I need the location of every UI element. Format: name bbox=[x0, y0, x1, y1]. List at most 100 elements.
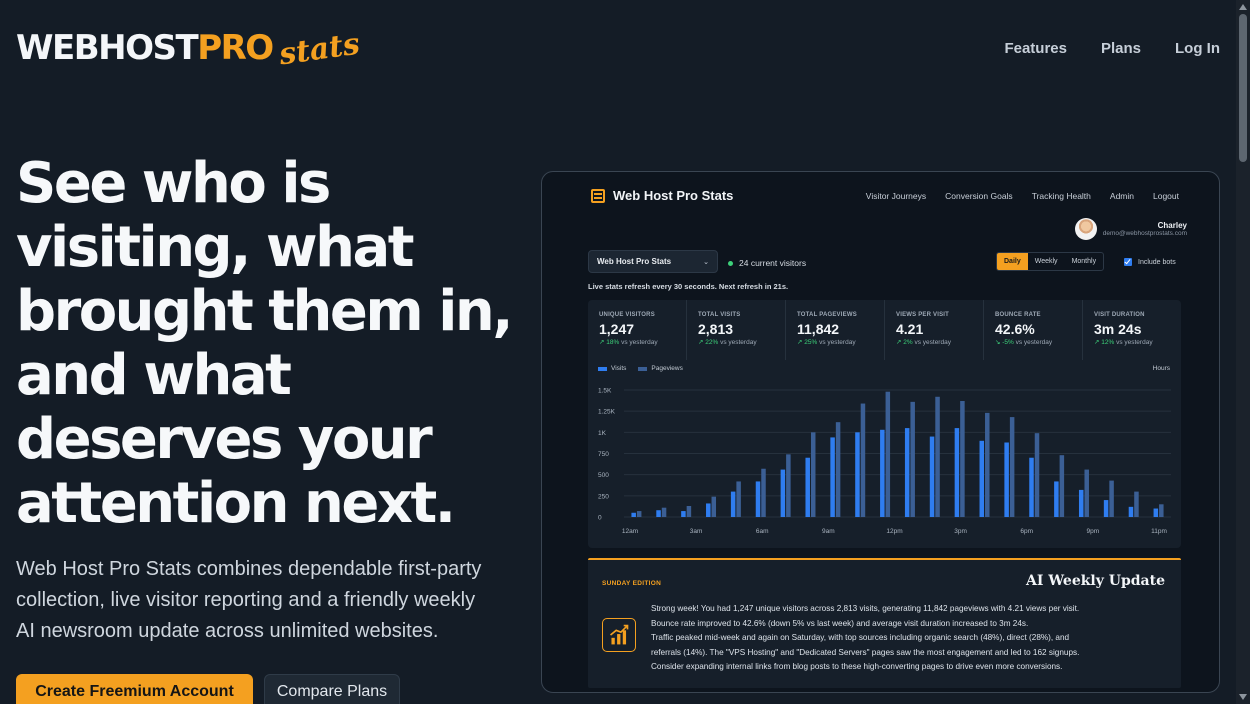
stat-label: UNIQUE VISITORS bbox=[599, 312, 655, 318]
site-select-value: Web Host Pro Stats bbox=[597, 257, 672, 266]
visits-bar bbox=[954, 428, 960, 517]
pageviews-bar bbox=[1109, 480, 1114, 517]
stat-value: 11,842 bbox=[797, 321, 840, 337]
dashboard-brand-name: Web Host Pro Stats bbox=[613, 188, 734, 203]
pageviews-bar bbox=[786, 454, 791, 517]
ai-weekly-update: SUNDAY EDITION AI Weekly Update Strong w… bbox=[588, 558, 1181, 688]
x-tick-label: 6am bbox=[756, 528, 769, 535]
user-profile[interactable]: Charley demo@webhostprostats.com bbox=[1074, 218, 1187, 240]
chart-legend: Visits Pageviews bbox=[598, 365, 683, 372]
stat-label: TOTAL PAGEVIEWS bbox=[797, 312, 857, 318]
refresh-note: Live stats refresh every 30 seconds. Nex… bbox=[588, 282, 789, 291]
pageviews-bar bbox=[1009, 417, 1015, 517]
stat-label: VISIT DURATION bbox=[1094, 312, 1145, 318]
pageviews-bar bbox=[835, 422, 841, 517]
site-select[interactable]: Web Host Pro Stats ⌄ bbox=[588, 250, 718, 273]
pageviews-bar bbox=[1134, 491, 1139, 517]
stat-label: TOTAL VISITS bbox=[698, 312, 741, 318]
pageviews-bar bbox=[960, 401, 965, 517]
stat-delta: ↗ 25% vs yesterday bbox=[797, 338, 874, 346]
ai-update-line: Traffic peaked mid-week and again on Sat… bbox=[651, 633, 1070, 643]
visits-bar bbox=[656, 510, 661, 517]
y-tick-label: 500 bbox=[598, 472, 609, 479]
chevron-down-icon: ⌄ bbox=[703, 258, 709, 266]
top-nav: Features Plans Log In bbox=[1004, 40, 1220, 57]
live-dot-icon bbox=[728, 260, 733, 266]
hero-subtitle: Web Host Pro Stats combines dependable f… bbox=[16, 558, 482, 642]
visits-bar bbox=[681, 511, 686, 517]
visits-bar bbox=[1054, 481, 1059, 517]
visits-bar bbox=[1029, 457, 1034, 517]
y-tick-label: 1K bbox=[598, 430, 607, 437]
dashboard-nav-logout[interactable]: Logout bbox=[1153, 191, 1179, 201]
dashboard-nav-conversion-goals[interactable]: Conversion Goals bbox=[945, 191, 1013, 201]
stat-delta-value: ↗ 25% bbox=[797, 339, 818, 346]
dashboard-preview: Web Host Pro Stats Visitor Journeys Conv… bbox=[541, 171, 1220, 693]
visits-bar bbox=[929, 436, 935, 517]
scroll-up-arrow-icon[interactable] bbox=[1239, 4, 1247, 10]
nav-link-login[interactable]: Log In bbox=[1175, 40, 1220, 57]
dashboard-nav-admin[interactable]: Admin bbox=[1109, 191, 1134, 201]
nav-link-features[interactable]: Features bbox=[1004, 40, 1067, 57]
hero-title: See who is visiting, what brought them i… bbox=[16, 151, 514, 536]
include-bots-label: Include bots bbox=[1138, 258, 1176, 266]
period-monthly[interactable]: Monthly bbox=[1071, 258, 1097, 265]
stat-label: VIEWS PER VISIT bbox=[896, 312, 950, 318]
period-weekly[interactable]: Weekly bbox=[1034, 258, 1058, 265]
pageviews-bar bbox=[1084, 469, 1089, 517]
pageviews-bar bbox=[1034, 433, 1040, 517]
stat-delta: ↗ 2% vs yesterday bbox=[896, 338, 973, 346]
stat-delta-value: ↗ 22% bbox=[698, 339, 719, 346]
visits-bar bbox=[631, 512, 636, 517]
compare-plans-button[interactable]: Compare Plans bbox=[264, 674, 400, 704]
stat-delta: ↘ -5% vs yesterday bbox=[995, 338, 1072, 346]
x-tick-label: 3am bbox=[690, 528, 703, 535]
stat-value: 1,247 bbox=[599, 321, 635, 337]
visits-bar bbox=[780, 469, 786, 517]
server-icon bbox=[591, 188, 605, 203]
stat-card: VISIT DURATION 3m 24s ↗ 12% vs yesterday bbox=[1083, 300, 1181, 360]
visits-bar bbox=[1103, 500, 1109, 517]
stat-value: 3m 24s bbox=[1094, 321, 1142, 337]
stat-delta-suffix: vs yesterday bbox=[621, 339, 658, 346]
ai-update-line: referrals (14%). The "VPS Hosting" and "… bbox=[651, 647, 1080, 657]
period-daily[interactable]: Daily bbox=[997, 253, 1028, 270]
stat-value: 4.21 bbox=[896, 321, 924, 337]
ai-update-title: AI Weekly Update bbox=[1026, 573, 1165, 589]
logo[interactable]: WEBHOST PRO stats bbox=[16, 27, 362, 73]
y-tick-label: 1.5K bbox=[598, 388, 612, 395]
pageviews-bar bbox=[736, 481, 741, 517]
stat-delta: ↗ 22% vs yesterday bbox=[698, 338, 775, 346]
dashboard-nav-visitor-journeys[interactable]: Visitor Journeys bbox=[865, 191, 927, 201]
stat-delta-value: ↗ 18% bbox=[599, 339, 620, 346]
visits-bar bbox=[904, 428, 910, 517]
stat-delta-suffix: vs yesterday bbox=[1116, 339, 1153, 346]
legend-pageviews[interactable]: Pageviews bbox=[638, 365, 683, 372]
page-scrollbar[interactable] bbox=[1236, 0, 1250, 704]
pageviews-bar bbox=[711, 496, 717, 517]
scrollbar-thumb[interactable] bbox=[1239, 14, 1247, 162]
create-account-button[interactable]: Create Freemium Account bbox=[16, 674, 253, 704]
visits-bar bbox=[1004, 442, 1009, 517]
dashboard-nav-tracking-health[interactable]: Tracking Health bbox=[1031, 191, 1091, 201]
include-bots-checkbox[interactable] bbox=[1124, 258, 1132, 266]
chart-granularity: Hours bbox=[1152, 365, 1170, 372]
visits-bar bbox=[1078, 489, 1084, 517]
bar-chart-icon bbox=[602, 618, 636, 652]
x-tick-label: 12pm bbox=[886, 528, 902, 535]
x-tick-label: 11pm bbox=[1151, 528, 1167, 535]
pageviews-bar bbox=[1159, 504, 1164, 517]
y-tick-label: 250 bbox=[598, 493, 609, 500]
ai-update-line: Bounce rate improved to 42.6% (down 5% v… bbox=[651, 618, 1029, 628]
visits-bar bbox=[805, 457, 810, 517]
stat-card: BOUNCE RATE 42.6% ↘ -5% vs yesterday bbox=[984, 300, 1083, 360]
logo-text-webhost: WEBHOST bbox=[16, 28, 199, 68]
ai-edition-label: SUNDAY EDITION bbox=[602, 580, 662, 587]
scroll-down-arrow-icon[interactable] bbox=[1239, 694, 1247, 700]
include-bots[interactable]: Include bots bbox=[1124, 258, 1176, 266]
avatar bbox=[1074, 218, 1097, 240]
period-toggle: Daily Weekly Monthly bbox=[996, 252, 1105, 271]
visits-bar bbox=[855, 432, 860, 517]
nav-link-plans[interactable]: Plans bbox=[1100, 40, 1141, 57]
legend-visits[interactable]: Visits bbox=[598, 365, 626, 372]
